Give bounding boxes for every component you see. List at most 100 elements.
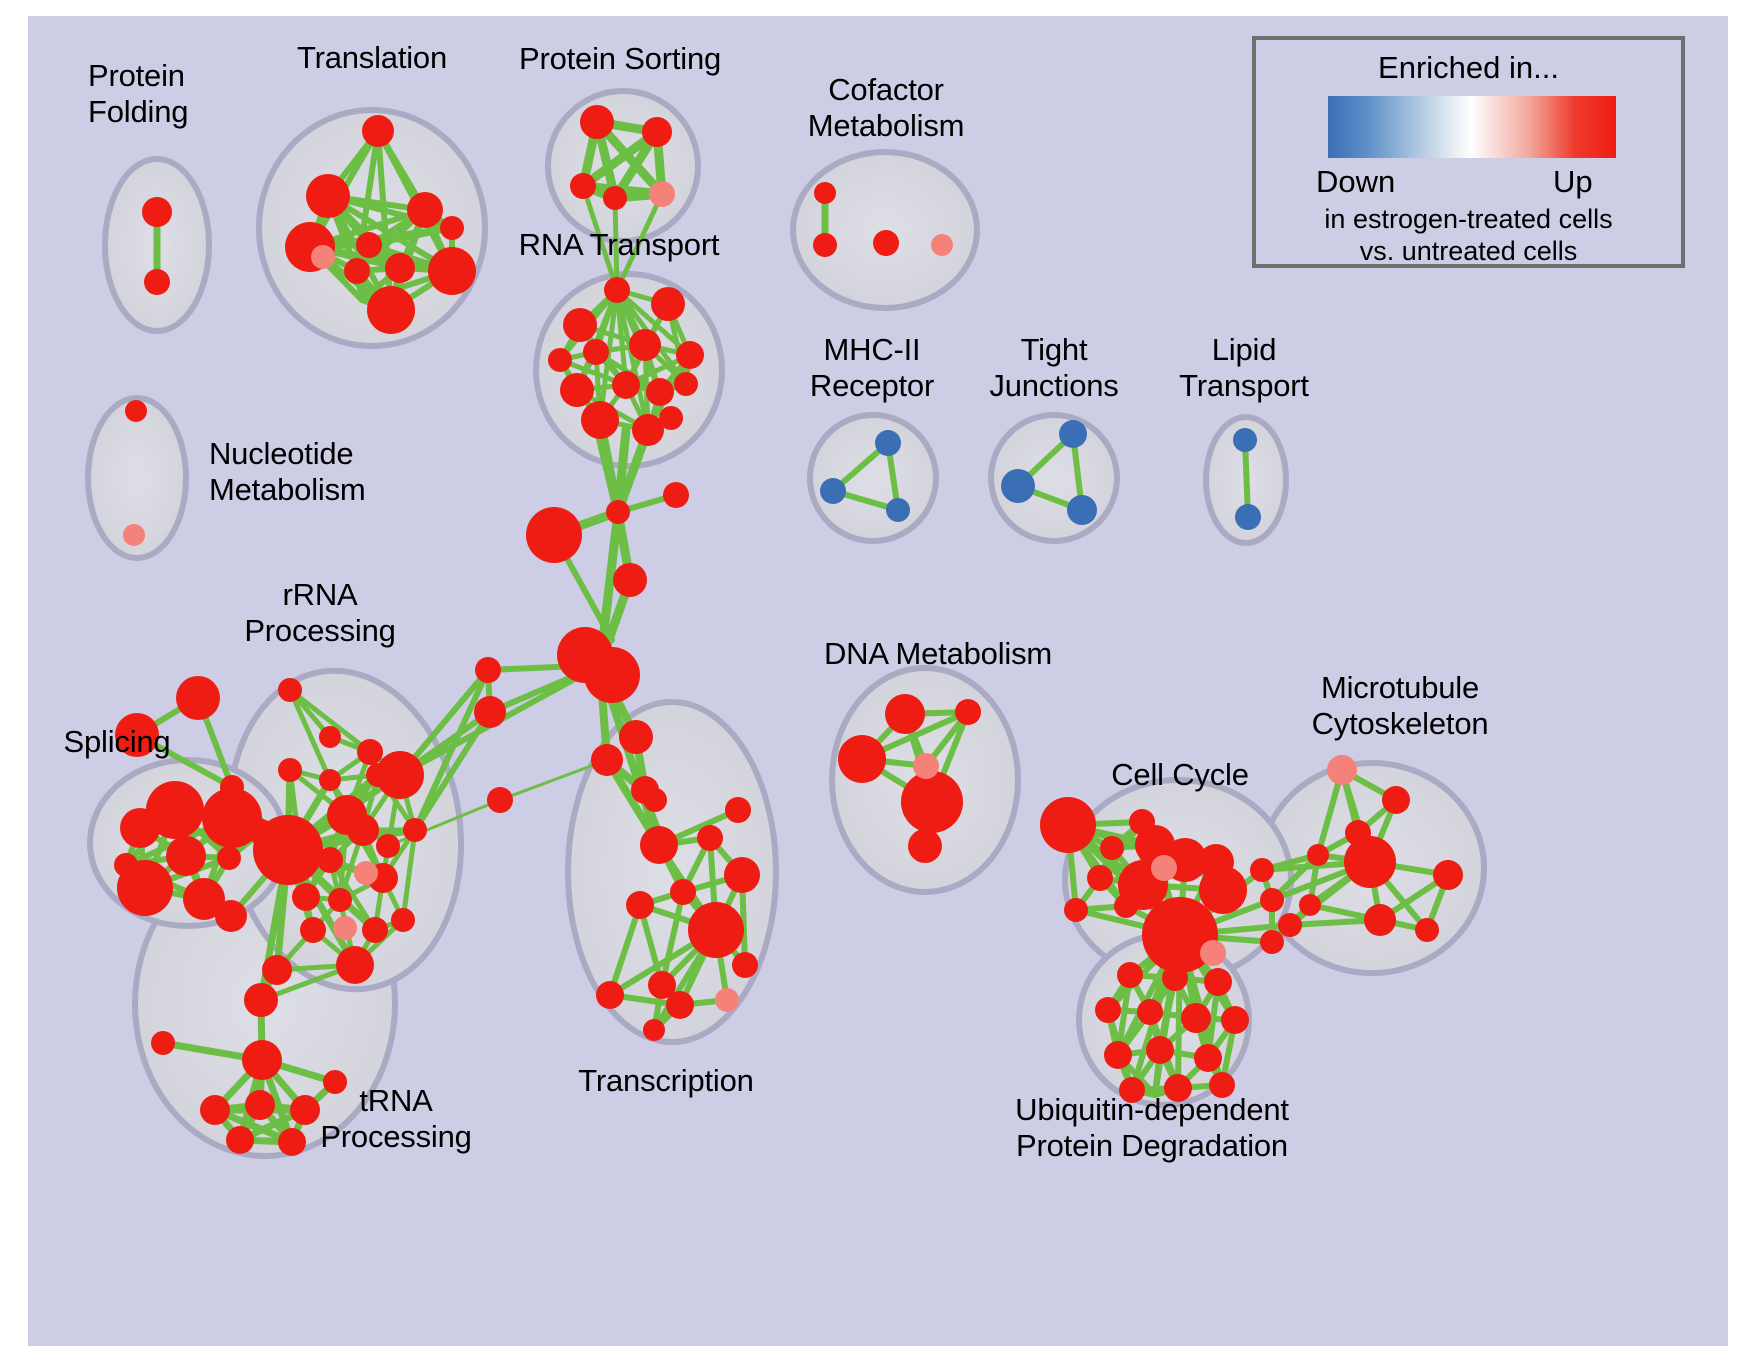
node[interactable] [676,341,704,369]
node[interactable] [604,277,630,303]
node[interactable] [328,888,352,912]
node[interactable] [362,115,394,147]
node[interactable] [1199,866,1247,914]
node-partial[interactable] [333,916,357,940]
node[interactable] [584,647,640,703]
node[interactable] [487,787,513,813]
node[interactable] [560,373,594,407]
node[interactable] [357,739,383,765]
node[interactable] [583,339,609,365]
node[interactable] [142,197,172,227]
node[interactable] [1260,888,1284,912]
node[interactable] [1260,930,1284,954]
node[interactable] [146,781,204,839]
node[interactable] [1209,1072,1235,1098]
node[interactable] [563,308,597,342]
node[interactable] [385,253,415,283]
node-partial[interactable] [1200,940,1226,966]
node[interactable] [428,247,476,295]
node[interactable] [548,348,572,372]
node[interactable] [278,678,302,702]
node[interactable] [674,372,698,396]
node[interactable] [820,478,846,504]
node[interactable] [144,269,170,295]
node[interactable] [1146,1036,1174,1064]
node[interactable] [603,186,627,210]
node[interactable] [619,720,653,754]
node[interactable] [1233,428,1257,452]
node[interactable] [183,878,225,920]
node[interactable] [407,192,443,228]
node[interactable] [596,981,624,1009]
node[interactable] [367,286,415,334]
node[interactable] [1064,898,1088,922]
node[interactable] [1100,836,1124,860]
node[interactable] [643,1019,665,1041]
node[interactable] [580,105,614,139]
node[interactable] [319,769,341,791]
node[interactable] [245,1090,275,1120]
node[interactable] [901,771,963,833]
node[interactable] [814,182,836,204]
node[interactable] [1194,1044,1222,1072]
node[interactable] [642,117,672,147]
node[interactable] [120,808,160,848]
node[interactable] [591,744,623,776]
node[interactable] [813,233,837,257]
node[interactable] [1204,968,1232,996]
node-partial[interactable] [354,861,378,885]
node[interactable] [725,797,751,823]
node[interactable] [166,836,206,876]
node[interactable] [1119,1077,1145,1103]
node[interactable] [319,726,341,748]
node[interactable] [1040,797,1096,853]
node-partial[interactable] [913,753,939,779]
node[interactable] [242,1040,282,1080]
node[interactable] [875,430,901,456]
node[interactable] [226,1126,254,1154]
node[interactable] [151,1031,175,1055]
node[interactable] [724,857,760,893]
node[interactable] [474,696,506,728]
node[interactable] [629,329,661,361]
node[interactable] [1164,1074,1192,1102]
node[interactable] [1137,999,1163,1025]
node[interactable] [403,818,427,842]
node[interactable] [838,735,886,783]
node[interactable] [1067,495,1097,525]
node[interactable] [955,699,981,725]
node[interactable] [1117,962,1143,988]
node[interactable] [292,883,320,911]
node[interactable] [570,173,596,199]
node[interactable] [1095,997,1121,1023]
node[interactable] [1344,836,1396,888]
node[interactable] [200,1095,230,1125]
node[interactable] [666,991,694,1019]
node[interactable] [253,815,323,885]
node[interactable] [1114,894,1138,918]
node[interactable] [663,482,689,508]
node[interactable] [336,946,374,984]
node[interactable] [632,414,664,446]
node[interactable] [659,406,683,430]
node[interactable] [697,825,723,851]
node[interactable] [606,500,630,524]
node[interactable] [376,751,424,799]
node[interactable] [1382,786,1410,814]
node[interactable] [1001,469,1035,503]
node[interactable] [244,983,278,1017]
node[interactable] [228,806,252,830]
node[interactable] [391,908,415,932]
node[interactable] [376,834,400,858]
node[interactable] [1250,858,1274,882]
node[interactable] [612,371,640,399]
node[interactable] [1181,1003,1211,1033]
node[interactable] [1278,913,1302,937]
node[interactable] [440,216,464,240]
node[interactable] [688,902,744,958]
node-partial[interactable] [715,988,739,1012]
node[interactable] [323,1070,347,1094]
node[interactable] [347,814,379,846]
node[interactable] [873,230,899,256]
node[interactable] [1433,860,1463,890]
